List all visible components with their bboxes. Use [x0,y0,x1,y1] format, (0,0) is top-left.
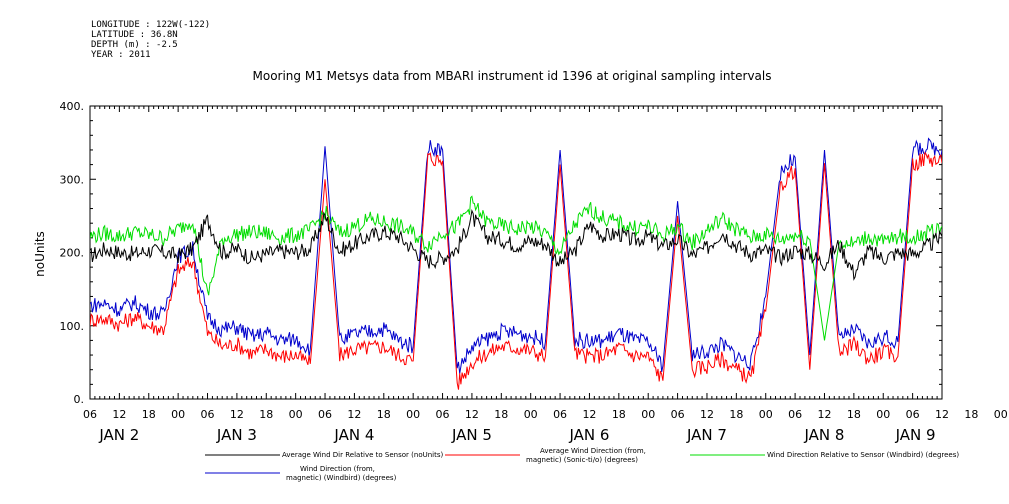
y-tick-label: 200. [60,247,85,260]
x-tick-label: 12 [700,408,714,421]
legend-label-red-1: Average Wind Direction (from, [540,447,646,455]
metadata-longitude: LONGITUDE : 122W(-122) [91,20,211,30]
x-tick-label: 06 [83,408,97,421]
day-label: JAN 8 [803,426,844,444]
x-tick-label: 18 [612,408,626,421]
day-label: JAN 6 [568,426,609,444]
chart-title: Mooring M1 Metsys data from MBARI instru… [253,69,772,83]
legend-label-blue-2: magnetic) (Windbird) (degrees) [286,474,397,482]
y-axis-label: noUnits [33,231,47,277]
x-tick-label: 18 [729,408,743,421]
x-tick-label: 00 [289,408,303,421]
x-tick-label: 00 [406,408,420,421]
x-tick-label: 00 [524,408,538,421]
y-tick-label: 400. [60,100,85,113]
x-tick-label: 18 [142,408,156,421]
day-label: JAN 7 [686,426,727,444]
series-line-2 [90,195,942,341]
y-tick-label: 300. [60,173,85,186]
x-tick-label: 06 [553,408,567,421]
series-line-0 [90,208,942,281]
metadata-depth: DEPTH (m) : -2.5 [91,40,178,50]
x-tick-label: 18 [964,408,978,421]
x-tick-label: 12 [582,408,596,421]
x-tick-label: 18 [847,408,861,421]
x-tick-label: 18 [259,408,273,421]
series-line-3 [90,137,942,374]
day-label: JAN 9 [895,426,936,444]
x-tick-label: 06 [906,408,920,421]
metadata-latitude: LATITUDE : 36.8N [91,30,178,40]
x-tick-label: 06 [436,408,450,421]
y-tick-label: 0. [74,393,85,406]
x-tick-label: 00 [759,408,773,421]
x-tick-label: 06 [671,408,685,421]
x-tick-label: 12 [230,408,244,421]
x-tick-label: 18 [377,408,391,421]
day-label: JAN 5 [451,426,492,444]
x-tick-label: 12 [817,408,831,421]
legend-label-red-2: magnetic) (Sonic-ti/o) (degrees) [526,456,638,464]
day-label: JAN 3 [216,426,257,444]
x-tick-label: 00 [641,408,655,421]
x-tick-label: 12 [347,408,361,421]
x-tick-label: 00 [171,408,185,421]
x-tick-label: 00 [876,408,890,421]
legend-label-blue-1: Wind Direction (from, [300,465,375,473]
metadata-block: LONGITUDE : 122W(-122) LATITUDE : 36.8N … [91,20,210,60]
day-label: JAN 2 [98,426,139,444]
x-tick-label: 12 [935,408,949,421]
x-tick-label: 06 [318,408,332,421]
x-tick-label: 00 [994,408,1008,421]
x-tick-label: 06 [788,408,802,421]
x-tick-label: 12 [465,408,479,421]
day-label: JAN 4 [333,426,374,444]
x-tick-label: 06 [201,408,215,421]
legend-label-green: Wind Direction Relative to Sensor (Windb… [767,451,959,459]
plot-frame [89,105,943,400]
y-tick-label: 100. [60,320,85,333]
x-tick-label: 12 [112,408,126,421]
x-tick-label: 18 [494,408,508,421]
metadata-year: YEAR : 2011 [91,50,151,60]
legend-label-black: Average Wind Dir Relative to Sensor (noU… [282,451,443,459]
